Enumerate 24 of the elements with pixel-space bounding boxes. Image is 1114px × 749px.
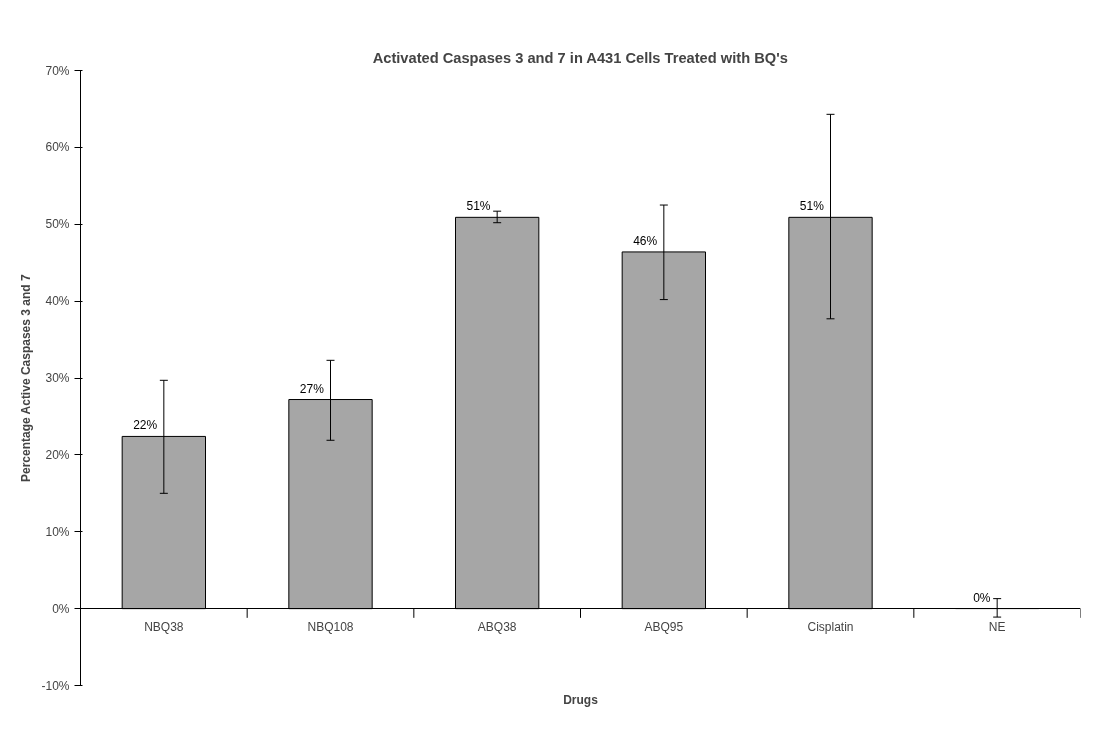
y-tick-label: 60% bbox=[45, 140, 70, 155]
y-tick-label: 10% bbox=[45, 524, 70, 539]
data-label: 51% bbox=[799, 199, 825, 214]
x-tick-label: NE bbox=[988, 619, 1006, 634]
x-tick-label: Cisplatin bbox=[807, 619, 854, 634]
data-label: 46% bbox=[633, 233, 658, 248]
data-label: 51% bbox=[466, 199, 491, 214]
x-axis-title: Drugs bbox=[563, 692, 599, 707]
y-tick-label: 30% bbox=[45, 371, 70, 385]
data-label: 0% bbox=[973, 590, 991, 605]
x-tick-label: NBQ108 bbox=[307, 619, 354, 634]
y-tick-label: 20% bbox=[45, 447, 70, 462]
chart-title: Activated Caspases 3 and 7 in A431 Cells Treated with BQ's bbox=[372, 49, 788, 66]
x-tick-label: ABQ95 bbox=[644, 619, 684, 634]
x-tick-label: ABQ38 bbox=[477, 619, 517, 634]
y-tick-label: 40% bbox=[45, 294, 70, 309]
y-tick-label: 0% bbox=[52, 601, 70, 616]
y-tick-label: -10% bbox=[41, 678, 70, 693]
data-label: 27% bbox=[299, 381, 325, 396]
y-tick-label: 50% bbox=[45, 217, 70, 232]
data-label: 22% bbox=[133, 418, 158, 433]
x-tick-label: NBQ38 bbox=[144, 619, 184, 634]
y-tick-label: 70% bbox=[45, 63, 70, 78]
y-axis-title: Percentage Active Caspases 3 and 7 bbox=[19, 274, 34, 483]
